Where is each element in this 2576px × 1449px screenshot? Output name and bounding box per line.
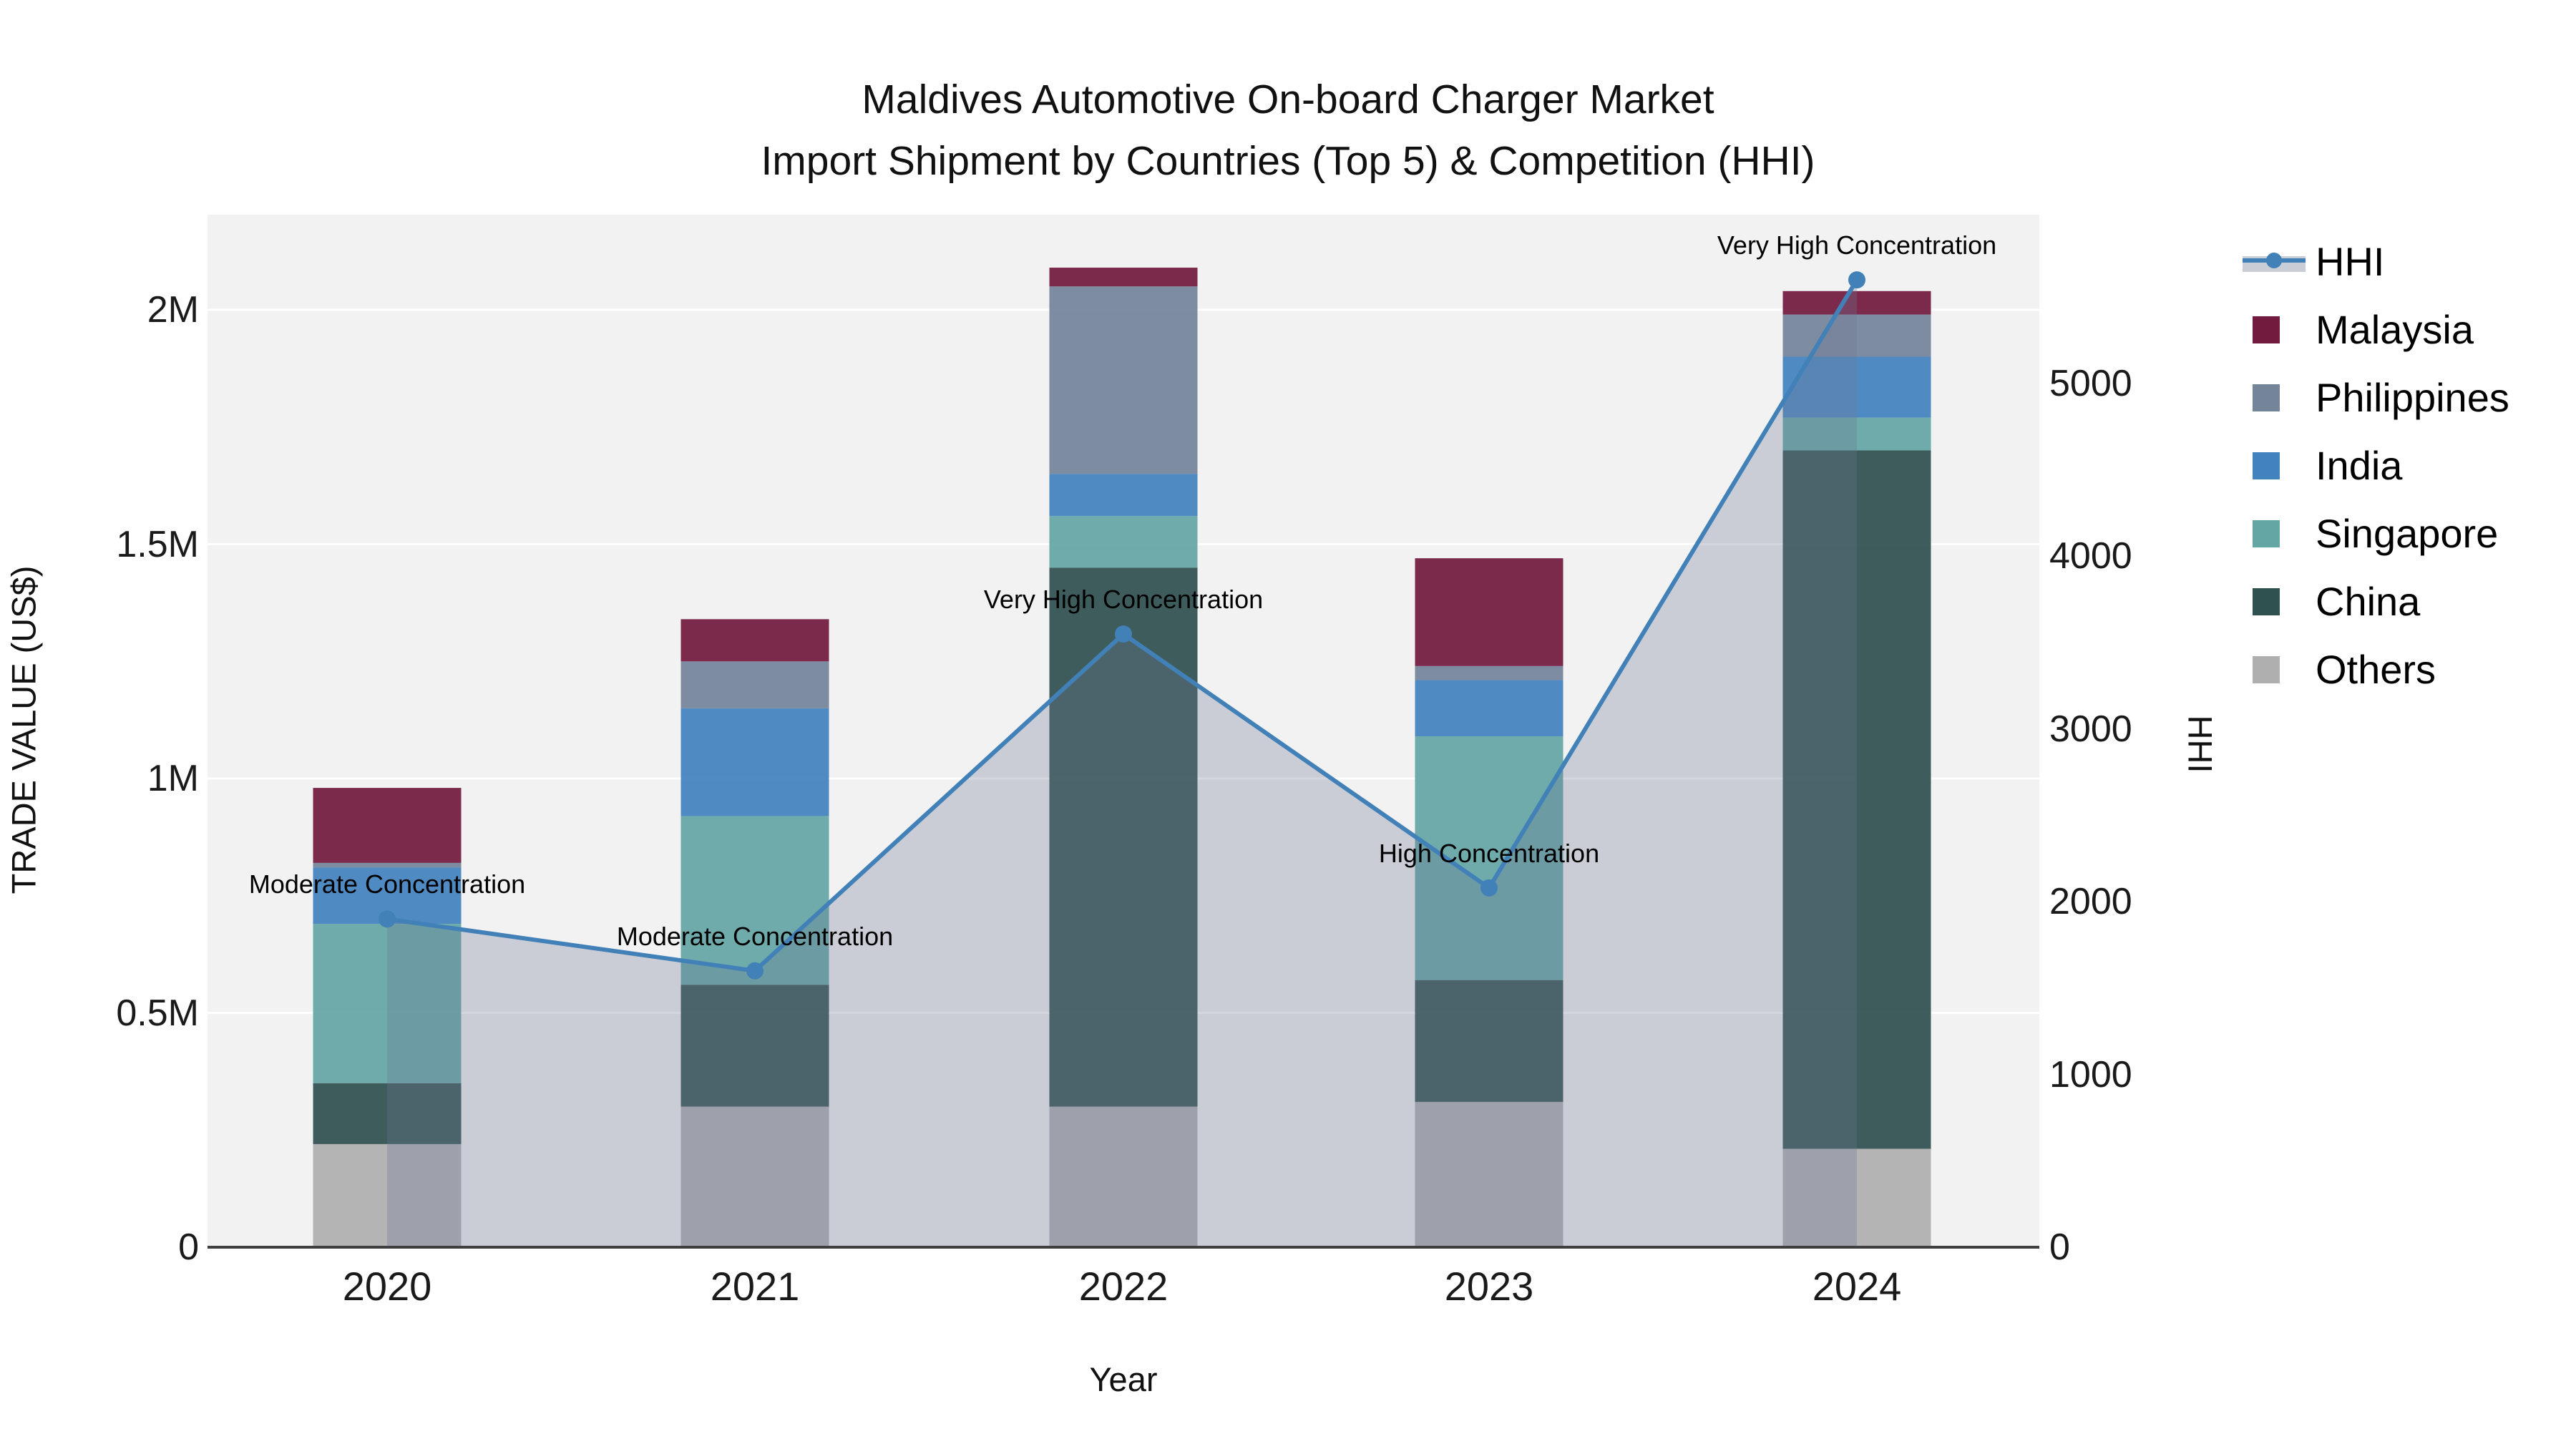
bar-segment-india-2023[interactable] [1415, 680, 1563, 737]
legend-item-malaysia[interactable]: Malaysia [2243, 296, 2509, 364]
x-axis-line [208, 1246, 2039, 1249]
bar-segment-malaysia-2022[interactable] [1049, 268, 1198, 287]
chart-title-line1: Maldives Automotive On-board Charger Mar… [862, 77, 1714, 122]
annotation-2024: Very High Concentration [1717, 230, 1997, 260]
legend-item-china[interactable]: China [2243, 567, 2509, 635]
bar-segment-china-2022[interactable] [1049, 567, 1198, 1107]
y-right-tick-2000: 2000 [2049, 881, 2132, 923]
bar-segment-philippines-2024[interactable] [1782, 314, 1931, 357]
hhi-line-legend-icon [2243, 247, 2307, 277]
bar-segment-singapore-2022[interactable] [1049, 516, 1198, 568]
y-axis-title: TRADE VALUE (US$) [4, 565, 43, 894]
bar-segment-china-2023[interactable] [1415, 980, 1563, 1102]
bar-segment-others-2022[interactable] [1049, 1106, 1198, 1248]
y-right-tick-1000: 1000 [2049, 1053, 2132, 1096]
chart-title: Maldives Automotive On-board Charger Mar… [0, 69, 2576, 192]
legend-label: China [2316, 579, 2421, 624]
plot-area: Moderate Concentration Moderate Concentra… [208, 215, 2039, 1249]
bar-segment-philippines-2021[interactable] [680, 661, 829, 708]
x-tick-2024: 2024 [1812, 1264, 1902, 1309]
bar-segment-india-2021[interactable] [680, 708, 829, 816]
bar-segment-philippines-2023[interactable] [1415, 665, 1563, 680]
x-tick-2022: 2022 [1078, 1264, 1169, 1309]
bar-segment-china-2024[interactable] [1782, 450, 1931, 1149]
bar-segment-singapore-2023[interactable] [1415, 736, 1563, 980]
hhi-area-fill [387, 280, 1857, 1247]
y-right-tick-5000: 5000 [2049, 363, 2132, 404]
legend-swatch [2253, 452, 2280, 479]
y-right-tick-3000: 3000 [2049, 708, 2132, 750]
legend-item-singapore[interactable]: Singapore [2243, 499, 2509, 567]
legend-item-hhi[interactable]: HHI [2243, 228, 2509, 296]
bar-segment-china-2021[interactable] [680, 985, 829, 1107]
legend: HHI Malaysia Philippines India Singapore Chin… [2243, 228, 2509, 703]
x-tick-2020: 2020 [342, 1264, 432, 1309]
hhi-marker-2021[interactable] [746, 962, 763, 980]
hhi-line-legend-marker [2266, 252, 2282, 268]
hhi-marker-2023[interactable] [1480, 879, 1498, 897]
x-tick-2023: 2023 [1444, 1264, 1534, 1309]
bar-segment-singapore-2020[interactable] [313, 924, 462, 1083]
chart-canvas [208, 268, 2039, 1248]
y-left-tick-0: 0 [178, 1226, 199, 1268]
y-left-tick-2M: 2M [147, 289, 199, 331]
bar-segment-singapore-2024[interactable] [1782, 417, 1931, 451]
bar-segment-philippines-2022[interactable] [1049, 286, 1198, 474]
china-swatch-icon [2243, 587, 2307, 617]
bar-segment-india-2022[interactable] [1049, 474, 1198, 517]
bar-segment-malaysia-2021[interactable] [680, 619, 829, 662]
chart-title-line2: Import Shipment by Countries (Top 5) & C… [761, 138, 1815, 184]
bar-segment-malaysia-2020[interactable] [313, 788, 462, 863]
legend-item-others[interactable]: Others [2243, 635, 2509, 703]
bar-segment-others-2024[interactable] [1782, 1148, 1931, 1247]
malaysia-swatch-icon [2243, 315, 2307, 345]
y-right-tick-0: 0 [2049, 1226, 2070, 1268]
others-swatch-icon [2243, 655, 2307, 685]
philippines-swatch-icon [2243, 383, 2307, 413]
bar-segment-others-2021[interactable] [680, 1106, 829, 1248]
hhi-marker-2022[interactable] [1115, 625, 1132, 643]
legend-label: India [2316, 443, 2403, 488]
legend-swatch [2253, 519, 2280, 547]
legend-item-india[interactable]: India [2243, 431, 2509, 499]
bar-segment-philippines-2020[interactable] [313, 862, 462, 868]
legend-swatch [2253, 587, 2280, 615]
legend-label: Singapore [2316, 511, 2499, 556]
annotation-2022: Very High Concentration [983, 585, 1264, 615]
legend-item-philippines[interactable]: Philippines [2243, 364, 2509, 431]
singapore-swatch-icon [2243, 519, 2307, 549]
legend-swatch [2253, 655, 2280, 683]
y-left-tick-0.5M: 0.5M [116, 992, 199, 1034]
legend-label: HHI [2316, 239, 2385, 284]
y-left-tick-1.5M: 1.5M [116, 523, 199, 565]
legend-label: Malaysia [2316, 307, 2474, 352]
hhi-marker-2024[interactable] [1848, 271, 1865, 289]
bar-segment-singapore-2021[interactable] [680, 816, 829, 985]
bar-segment-malaysia-2024[interactable] [1782, 291, 1931, 315]
legend-swatch [2253, 316, 2280, 343]
legend-swatch [2253, 384, 2280, 411]
bar-segment-others-2023[interactable] [1415, 1101, 1563, 1247]
hhi-marker-2020[interactable] [379, 910, 396, 928]
bar-segment-india-2024[interactable] [1782, 356, 1931, 418]
right-axis-title: HHI [2181, 715, 2220, 774]
bar-segment-china-2020[interactable] [313, 1083, 462, 1144]
bar-segment-malaysia-2023[interactable] [1415, 558, 1563, 666]
annotation-2020: Moderate Concentration [248, 869, 526, 899]
legend-label: Others [2316, 647, 2436, 692]
india-swatch-icon [2243, 451, 2307, 481]
x-tick-2021: 2021 [710, 1264, 800, 1309]
x-axis-title: Year [1089, 1360, 1158, 1398]
bar-segment-others-2020[interactable] [313, 1143, 462, 1247]
y-right-tick-4000: 4000 [2049, 535, 2132, 577]
annotation-2021: Moderate Concentration [616, 921, 894, 951]
legend-label: Philippines [2316, 375, 2509, 420]
annotation-2023: High Concentration [1378, 838, 1600, 868]
y-left-tick-1M: 1M [147, 758, 199, 799]
